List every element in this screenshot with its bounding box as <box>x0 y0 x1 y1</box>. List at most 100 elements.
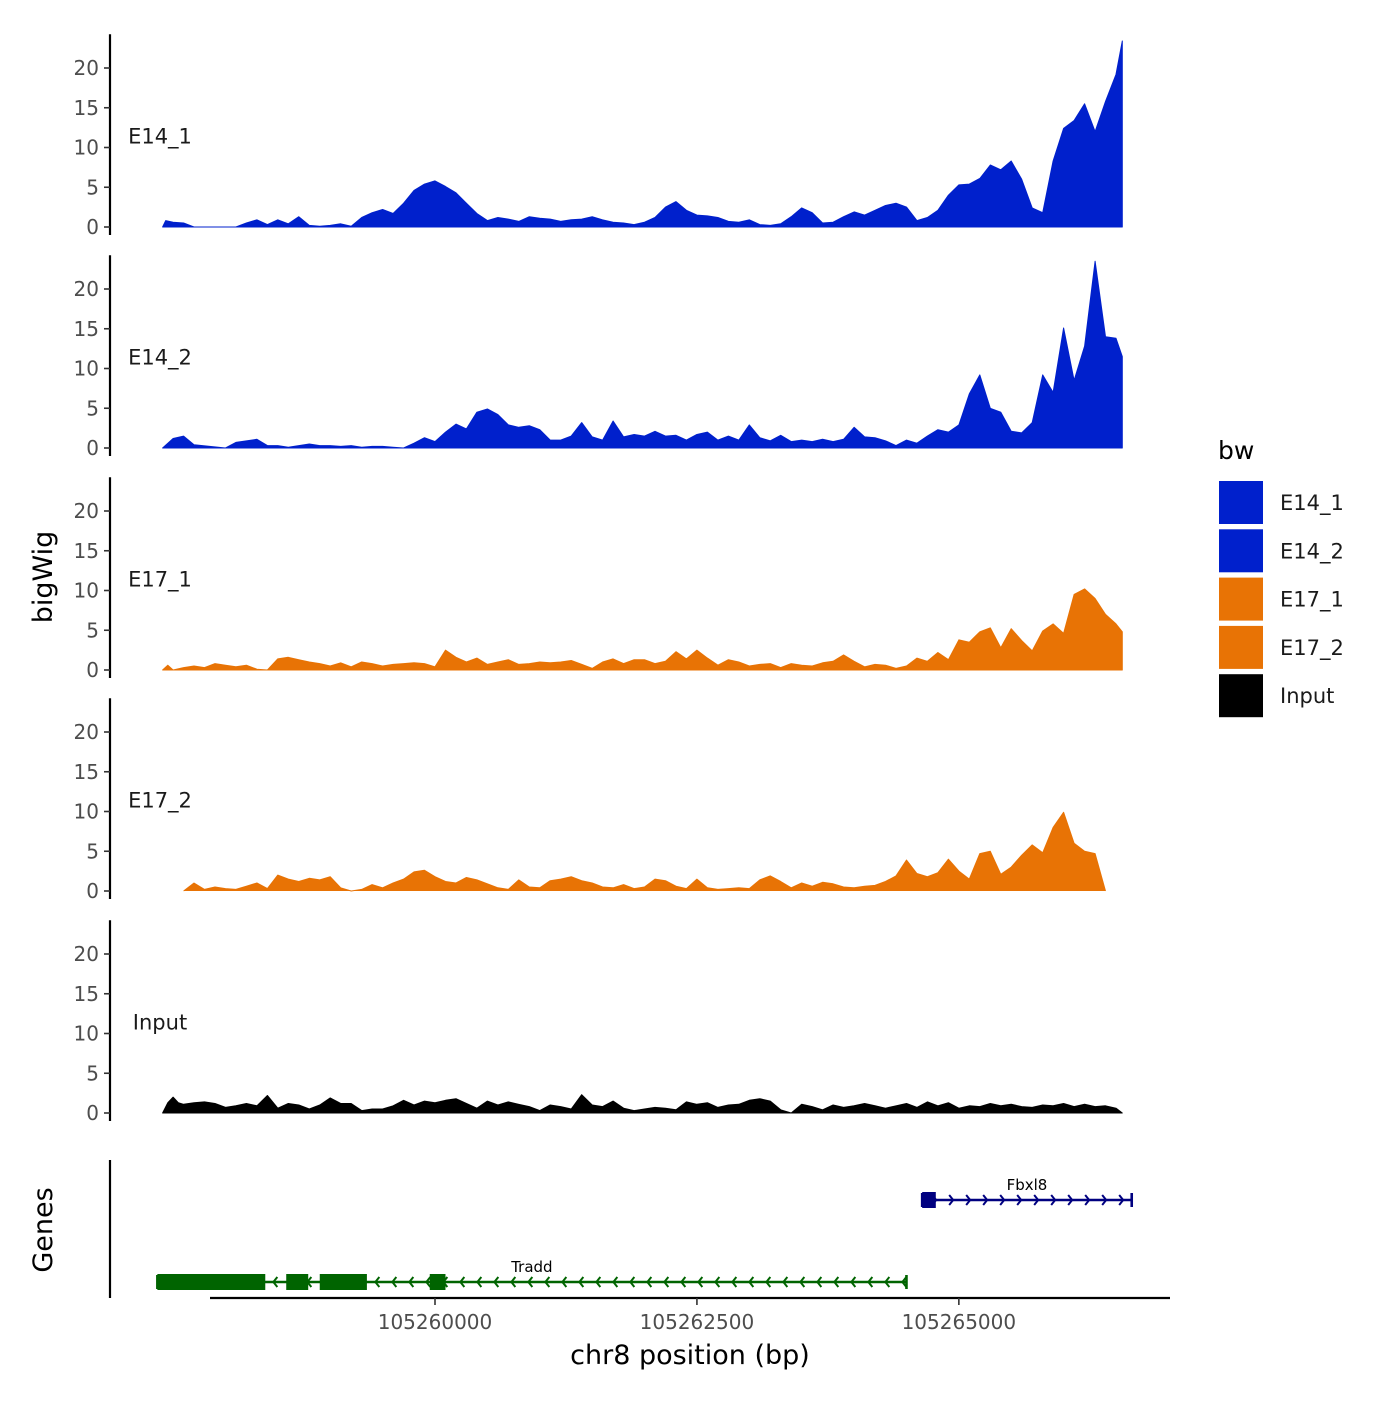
legend-swatch <box>1217 527 1265 575</box>
y-tick-label: 20 <box>74 720 99 744</box>
x-tick-label: 105262500 <box>640 1310 755 1334</box>
strand-chevron <box>1067 1194 1074 1206</box>
legend-swatch <box>1217 672 1265 720</box>
y-tick-label: 5 <box>86 1061 99 1085</box>
y-tick-label: 10 <box>74 579 99 603</box>
strand-chevron <box>901 1276 908 1288</box>
y-tick-label: 15 <box>74 760 99 784</box>
strand-chevron <box>965 1194 972 1206</box>
strand-chevron <box>1118 1194 1125 1206</box>
legend-label: E14_2 <box>1280 539 1344 564</box>
legend-item-e14-2: E14_2 <box>1217 527 1344 575</box>
genes-axis-title: Genes <box>28 1187 59 1272</box>
strand-chevron <box>731 1276 738 1288</box>
strand-chevron <box>1084 1194 1091 1206</box>
strand-chevron <box>459 1276 466 1288</box>
y-tick-label: 20 <box>74 277 99 301</box>
area-e17-2 <box>183 811 1106 892</box>
track-label: E17_1 <box>128 567 192 592</box>
strand-chevron <box>782 1276 789 1288</box>
x-tick-label: 105265000 <box>902 1310 1017 1334</box>
exon <box>319 1274 367 1290</box>
legend-item-e17-1: E17_1 <box>1217 575 1344 623</box>
signal-tracks: 05101520E14_105101520E14_205101520E17_10… <box>74 34 1123 1125</box>
legend-swatch <box>1217 623 1265 671</box>
x-axis-title: chr8 position (bp) <box>570 1340 810 1371</box>
strand-chevron <box>578 1276 585 1288</box>
legend-label: E17_1 <box>1280 588 1344 613</box>
exon <box>286 1274 309 1290</box>
strand-chevron <box>612 1276 619 1288</box>
y-tick-label: 20 <box>74 56 99 80</box>
strand-chevron <box>884 1276 891 1288</box>
strand-chevron <box>408 1276 415 1288</box>
area-input <box>162 1094 1123 1114</box>
strand-chevron <box>867 1276 874 1288</box>
y-tick-label: 5 <box>86 839 99 863</box>
track-e17-2: 0 5 10 15 20 E17_2 <box>74 698 1106 903</box>
legend-swatch <box>1217 575 1265 623</box>
track-e14-1: 0 5 10 15 20 E14_1 <box>74 34 1123 239</box>
track-e17-1: 0 5 10 15 20 E17_1 <box>74 477 1123 682</box>
exon <box>157 1274 266 1290</box>
y-tick-label: 10 <box>74 136 99 160</box>
legend-title: bw <box>1218 436 1254 465</box>
strand-chevron <box>629 1276 636 1288</box>
strand-chevron <box>476 1276 483 1288</box>
legend-item-e14-1: E14_1 <box>1217 479 1344 526</box>
y-tick-label: 15 <box>74 317 99 341</box>
strand-chevron <box>833 1276 840 1288</box>
y-tick-label: 5 <box>86 396 99 420</box>
legend-label: Input <box>1280 684 1334 708</box>
legend-swatch <box>1217 479 1265 526</box>
gene-fbxl8: Fbxl8 <box>920 1176 1134 1208</box>
y-tick-label: 0 <box>86 879 99 903</box>
y-tick-label: 15 <box>74 539 99 563</box>
strand-chevron <box>816 1276 823 1288</box>
strand-chevron <box>1033 1194 1040 1206</box>
y-tick-label: 15 <box>74 982 99 1006</box>
x-axis: 105260000 105262500 105265000 <box>210 1296 1170 1334</box>
y-tick-label: 20 <box>74 499 99 523</box>
strand-chevron <box>391 1276 398 1288</box>
y-axis-title: bigWig <box>28 531 59 624</box>
gene-label: Fbxl8 <box>1007 1176 1048 1194</box>
strand-chevron <box>714 1276 721 1288</box>
track-input: 0 5 10 15 20 Input <box>74 920 1123 1125</box>
y-tick-label: 0 <box>86 436 99 460</box>
gene-label: Tradd <box>510 1258 552 1276</box>
legend: bw E14_1 E14_2 E17_1 E17_2 Input <box>1217 436 1344 720</box>
y-tick-label: 0 <box>86 215 99 239</box>
y-tick-label: 0 <box>86 1101 99 1125</box>
y-tick-label: 10 <box>74 1022 99 1046</box>
track-e14-2: 0 5 10 15 20 E14_2 <box>74 255 1123 460</box>
track-label: E14_2 <box>128 345 192 370</box>
strand-chevron <box>374 1276 381 1288</box>
area-e14-1 <box>162 40 1123 228</box>
track-label: E17_2 <box>128 788 192 813</box>
strand-chevron <box>982 1194 989 1206</box>
strand-chevron <box>1050 1194 1057 1206</box>
legend-label: E17_2 <box>1280 636 1344 661</box>
strand-chevron <box>561 1276 568 1288</box>
y-tick-label: 15 <box>74 96 99 120</box>
legend-item-e17-2: E17_2 <box>1217 623 1344 671</box>
strand-chevron <box>999 1194 1006 1206</box>
y-tick-label: 5 <box>86 618 99 642</box>
strand-chevron <box>765 1276 772 1288</box>
strand-chevron <box>1016 1194 1023 1206</box>
strand-chevron <box>493 1276 500 1288</box>
track-label: Input <box>133 1010 187 1034</box>
area-e17-1 <box>162 588 1123 671</box>
y-tick-label: 5 <box>86 175 99 199</box>
strand-chevron <box>680 1276 687 1288</box>
strand-chevron <box>544 1276 551 1288</box>
strand-chevron <box>697 1276 704 1288</box>
strand-chevron <box>646 1276 653 1288</box>
y-tick-label: 10 <box>74 800 99 824</box>
strand-chevron <box>1101 1194 1108 1206</box>
strand-chevron <box>510 1276 517 1288</box>
exon <box>922 1192 936 1208</box>
strand-chevron <box>748 1276 755 1288</box>
